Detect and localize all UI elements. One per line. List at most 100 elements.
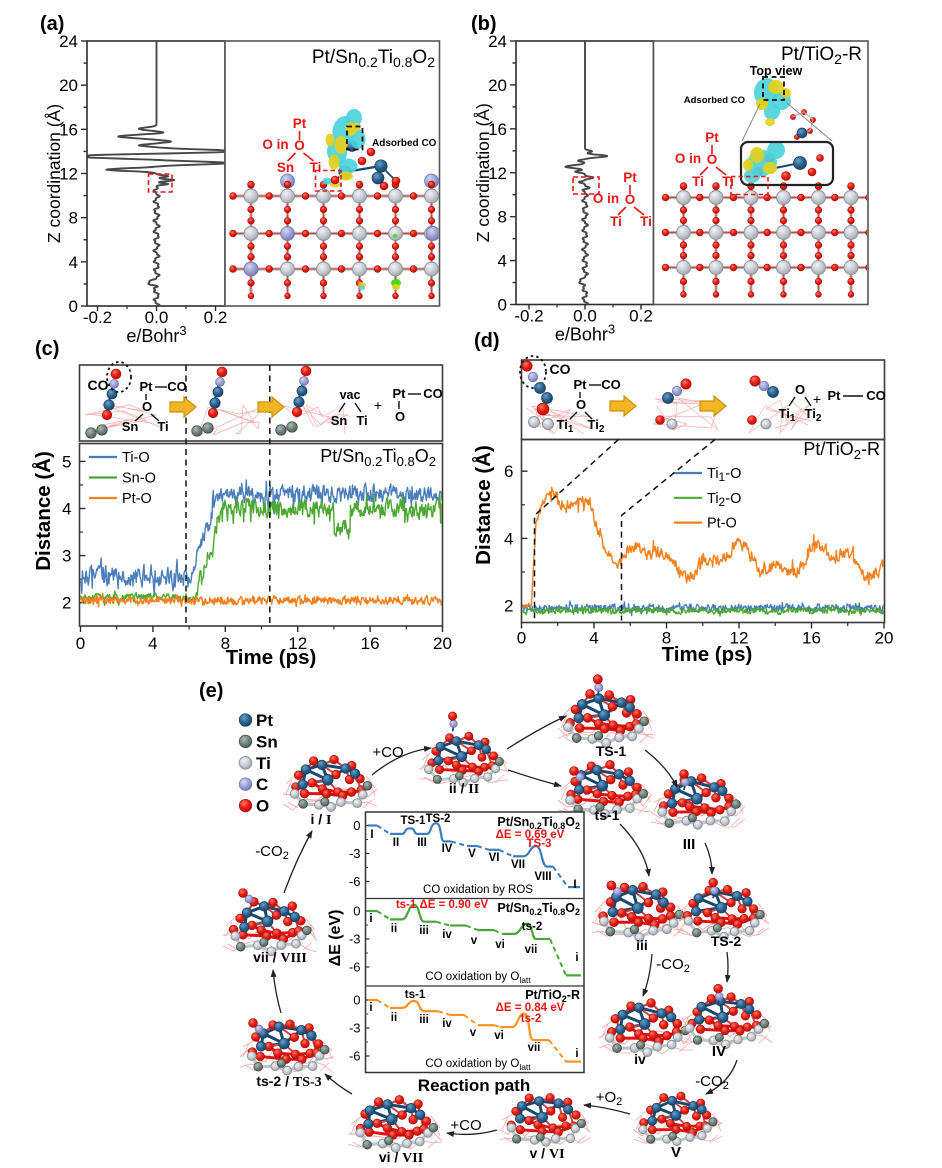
svg-text:16: 16 xyxy=(59,120,78,139)
svg-text:-0.2: -0.2 xyxy=(514,307,543,326)
svg-text:TS-2: TS-2 xyxy=(711,933,742,949)
svg-text:v / VI: v / VI xyxy=(529,1145,564,1162)
svg-text:Pt-O: Pt-O xyxy=(707,516,737,532)
svg-text:O in: O in xyxy=(262,137,288,152)
svg-text:VI: VI xyxy=(489,852,500,864)
svg-text:Pt/TiO2-R: Pt/TiO2-R xyxy=(781,44,862,67)
svg-text:Pt: Pt xyxy=(140,379,154,394)
svg-text:8: 8 xyxy=(69,209,78,228)
svg-text:III: III xyxy=(683,836,696,853)
svg-text:Ti2: Ti2 xyxy=(588,417,605,435)
svg-text:0.0: 0.0 xyxy=(145,308,169,327)
svg-text:-3: -3 xyxy=(349,931,361,946)
svg-text:iv: iv xyxy=(442,929,452,941)
svg-text:-0.2: -0.2 xyxy=(83,308,112,327)
svg-text:vac: vac xyxy=(340,388,361,402)
svg-text:TS-3: TS-3 xyxy=(527,838,552,850)
svg-text:vii / VIII: vii / VIII xyxy=(253,949,307,966)
svg-text:-6: -6 xyxy=(349,874,361,889)
svg-text:TS-1: TS-1 xyxy=(596,743,627,759)
svg-text:Pt: Pt xyxy=(574,377,588,392)
svg-text:ts-1 ΔE = 0.90 eV: ts-1 ΔE = 0.90 eV xyxy=(396,899,489,911)
svg-text:12: 12 xyxy=(730,629,749,648)
svg-text:VII: VII xyxy=(511,859,525,871)
svg-text:Pt: Pt xyxy=(705,130,719,145)
svg-text:Ti: Ti xyxy=(640,214,652,229)
svg-text:-6: -6 xyxy=(349,959,361,974)
svg-text:CO oxidation by Olatt: CO oxidation by Olatt xyxy=(425,971,531,985)
svg-text:vii: vii xyxy=(528,1042,541,1054)
svg-text:8: 8 xyxy=(662,629,671,648)
svg-text:Pt: Pt xyxy=(256,711,273,730)
svg-text:0: 0 xyxy=(498,296,507,315)
svg-text:O: O xyxy=(294,138,305,153)
svg-text:I: I xyxy=(573,879,576,891)
svg-text:4: 4 xyxy=(62,500,71,519)
svg-text:i: i xyxy=(575,1048,578,1060)
svg-text:i: i xyxy=(369,913,372,925)
svg-text:Adsorbed CO: Adsorbed CO xyxy=(372,138,437,149)
svg-text:Pt: Pt xyxy=(293,116,307,131)
svg-text:CO oxidation by Olatt: CO oxidation by Olatt xyxy=(425,1058,531,1072)
svg-text:V: V xyxy=(468,848,476,860)
svg-text:12: 12 xyxy=(488,164,507,183)
svg-text:CO: CO xyxy=(601,377,621,392)
svg-text:16: 16 xyxy=(802,629,821,648)
svg-text:CO: CO xyxy=(866,388,886,403)
svg-text:3: 3 xyxy=(62,547,71,566)
svg-text:Pt/Sn0.2Ti0.8O2: Pt/Sn0.2Ti0.8O2 xyxy=(320,446,436,469)
svg-text:CO oxidation by ROS: CO oxidation by ROS xyxy=(423,884,533,896)
svg-text:i / I: i / I xyxy=(310,811,331,828)
svg-text:+: + xyxy=(374,397,382,413)
svg-text:20: 20 xyxy=(875,629,894,648)
svg-text:0.2: 0.2 xyxy=(204,308,228,327)
svg-text:ΔE = 0.69 eV: ΔE = 0.69 eV xyxy=(496,829,565,841)
svg-text:0: 0 xyxy=(353,993,360,1008)
svg-text:Ti: Ti xyxy=(610,214,622,229)
svg-text:iii: iii xyxy=(636,937,648,953)
svg-text:24: 24 xyxy=(488,32,507,51)
svg-text:+O2: +O2 xyxy=(596,1089,623,1108)
svg-text:0: 0 xyxy=(353,904,360,919)
svg-text:20: 20 xyxy=(59,76,78,95)
svg-text:24: 24 xyxy=(59,32,78,51)
svg-text:II: II xyxy=(393,837,399,849)
svg-text:(e): (e) xyxy=(199,680,223,702)
svg-text:iii: iii xyxy=(419,925,429,937)
svg-text:12: 12 xyxy=(59,165,78,184)
svg-text:vi: vi xyxy=(495,939,505,951)
svg-text:Sn-O: Sn-O xyxy=(122,471,156,487)
svg-text:0.2: 0.2 xyxy=(629,307,653,326)
svg-text:O in: O in xyxy=(593,191,619,206)
svg-text:ii: ii xyxy=(391,923,397,935)
svg-text:CO: CO xyxy=(423,386,443,401)
svg-text:-6: -6 xyxy=(349,1048,361,1063)
svg-text:-3: -3 xyxy=(349,1020,361,1035)
svg-text:Ti1-O: Ti1-O xyxy=(707,466,741,484)
svg-text:Reaction path: Reaction path xyxy=(418,1076,530,1095)
svg-text:4: 4 xyxy=(69,253,78,272)
svg-text:ts-2 / TS-3: ts-2 / TS-3 xyxy=(256,1073,321,1090)
svg-text:+: + xyxy=(813,391,821,407)
svg-text:Ti: Ti xyxy=(157,419,168,434)
svg-text:ts-2: ts-2 xyxy=(522,921,542,933)
svg-text:Sn: Sn xyxy=(331,413,348,428)
svg-text:iii: iii xyxy=(419,1014,429,1026)
svg-text:O in: O in xyxy=(675,151,701,166)
svg-text:O: O xyxy=(395,409,405,424)
svg-text:e/Bohr3: e/Bohr3 xyxy=(126,323,186,347)
svg-text:Distance (Å): Distance (Å) xyxy=(31,451,55,571)
svg-text:0.0: 0.0 xyxy=(573,307,597,326)
svg-text:5: 5 xyxy=(62,452,71,471)
svg-text:v: v xyxy=(470,1027,477,1039)
svg-text:V: V xyxy=(671,1144,681,1161)
svg-text:CO: CO xyxy=(167,379,187,394)
svg-text:O: O xyxy=(576,397,586,412)
svg-text:4: 4 xyxy=(589,629,598,648)
svg-text:ΔE = 0.84 eV: ΔE = 0.84 eV xyxy=(496,1002,565,1014)
svg-text:16: 16 xyxy=(488,120,507,139)
svg-text:Pt/TiO2-R: Pt/TiO2-R xyxy=(525,988,580,1004)
svg-text:VIII: VIII xyxy=(534,871,551,883)
svg-text:4: 4 xyxy=(498,252,507,271)
svg-text:Ti: Ti xyxy=(692,174,704,189)
